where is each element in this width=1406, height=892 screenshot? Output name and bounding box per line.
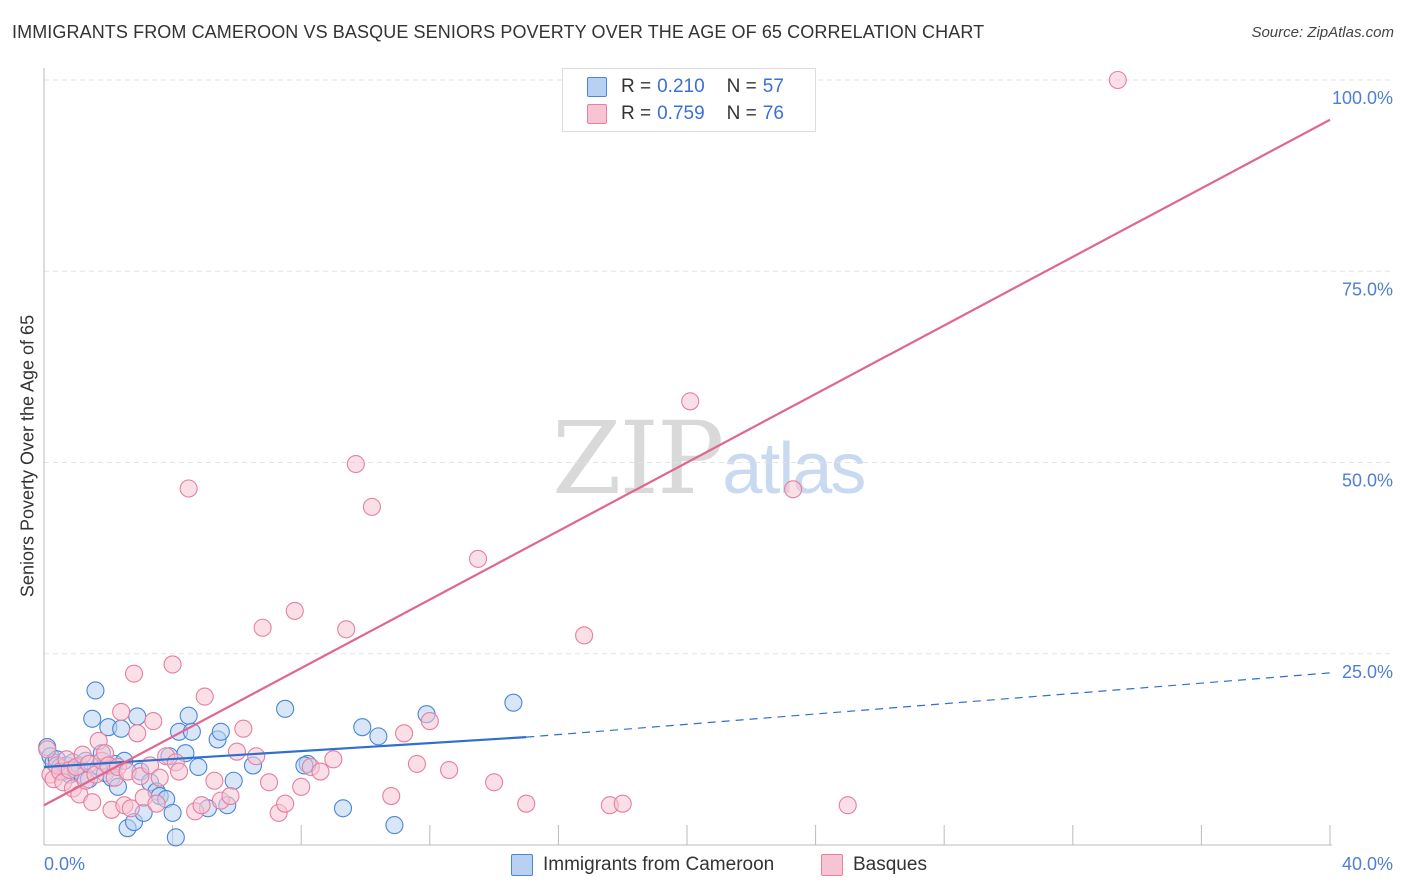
point-basques-54: [292, 777, 311, 796]
point-basques-65: [440, 760, 459, 780]
bottom-legend-label-cameroon: Immigrants from Cameroon: [543, 854, 775, 875]
point-basques-74: [838, 796, 857, 815]
legend-swatch-basques: [587, 104, 607, 124]
point-cameroon-35: [163, 803, 182, 822]
point-basques-53: [285, 601, 304, 620]
point-basques-33: [147, 794, 166, 813]
bottom-legend-basques: Basques: [821, 852, 927, 878]
points-layer: [38, 70, 1127, 847]
point-basques-69: [575, 626, 594, 645]
point-basques-56: [311, 762, 330, 781]
tick-label-layer: 25.0% 50.0% 75.0% 100.0% 0.0% 40.0%: [44, 88, 1393, 874]
legend: R = 0.210 N = 57 R = 0.759 N = 76: [562, 68, 816, 132]
point-cameroon-41: [189, 757, 208, 777]
legend-r-label: R =: [621, 76, 652, 97]
point-cameroon-27: [128, 707, 147, 726]
point-cameroon-52: [353, 718, 372, 737]
point-basques-42: [195, 687, 214, 706]
point-basques-34: [150, 768, 169, 787]
point-basques-38: [169, 762, 189, 781]
point-basques-68: [517, 794, 536, 813]
point-basques-28: [128, 724, 147, 743]
point-cameroon-48: [276, 699, 295, 718]
point-basques-75: [1108, 70, 1127, 90]
chart-title: IMMIGRANTS FROM CAMEROON VS BASQUE SENIO…: [12, 22, 985, 42]
point-basques-62: [395, 724, 414, 743]
point-basques-45: [221, 786, 240, 806]
point-basques-67: [485, 773, 504, 792]
source-label: Source: ZipAtlas.com: [1251, 24, 1394, 41]
point-basques-43: [205, 771, 224, 790]
x-tick-label-max: 40.0%: [1342, 854, 1393, 874]
point-basques-41: [192, 796, 211, 815]
point-basques-46: [227, 742, 246, 761]
point-basques-58: [337, 620, 356, 639]
legend-row-basques: R = 0.759 N = 76: [587, 101, 784, 127]
point-basques-72: [681, 392, 700, 411]
point-basques-50: [259, 773, 279, 792]
y-tick-label-50: 50.0%: [1342, 471, 1393, 491]
point-cameroon-36: [166, 828, 185, 847]
y-tick-label-75: 75.0%: [1342, 279, 1393, 299]
point-basques-36: [163, 655, 182, 674]
trendline-basques: [43, 118, 1331, 807]
bottom-legend-swatch-cameroon: [511, 854, 533, 876]
point-basques-32: [144, 712, 163, 731]
point-basques-60: [362, 497, 381, 516]
point-basques-39: [179, 479, 198, 498]
point-basques-57: [324, 750, 343, 769]
point-basques-64: [420, 712, 439, 731]
y-tick-label-100: 100.0%: [1332, 88, 1393, 108]
point-cameroon-56: [504, 693, 523, 712]
legend-row-cameroon: R = 0.210 N = 57: [587, 74, 784, 100]
point-basques-59: [346, 454, 365, 474]
axis-layer: [43, 68, 1332, 846]
legend-r-value: 0.210: [657, 76, 705, 97]
point-cameroon-15: [86, 681, 105, 700]
point-cameroon-51: [333, 799, 353, 818]
y-tick-label-25: 25.0%: [1342, 662, 1393, 682]
point-basques-48: [247, 747, 266, 766]
point-basques-26: [121, 799, 140, 818]
legend-n-label: N =: [726, 76, 757, 97]
legend-n-value: 76: [762, 103, 784, 124]
point-cameroon-54: [385, 816, 404, 835]
point-basques-66: [468, 549, 488, 568]
point-cameroon-53: [369, 727, 388, 746]
legend-swatch-cameroon: [587, 77, 607, 97]
legend-r-label: R =: [621, 103, 652, 124]
bottom-legend-cameroon: Immigrants from Cameroon: [511, 852, 774, 878]
point-basques-0: [38, 740, 57, 759]
point-basques-49: [253, 618, 272, 637]
legend-n-label: N =: [726, 103, 757, 124]
point-basques-27: [124, 664, 144, 683]
trend-layer: [43, 118, 1331, 807]
point-basques-47: [234, 719, 253, 738]
x-tick-label-min: 0.0%: [44, 854, 85, 874]
point-basques-52: [276, 794, 295, 813]
point-cameroon-44: [211, 722, 230, 741]
point-cameroon-14: [83, 709, 102, 728]
bottom-legend-label-basques: Basques: [853, 854, 927, 875]
point-basques-23: [112, 702, 131, 721]
point-basques-71: [613, 794, 632, 813]
bottom-legend-swatch-basques: [821, 854, 843, 876]
point-cameroon-46: [224, 771, 243, 790]
legend-n-value: 57: [762, 76, 784, 97]
grid-layer: [44, 79, 1392, 655]
point-basques-63: [407, 754, 426, 773]
point-cameroon-23: [112, 719, 131, 738]
point-basques-73: [784, 480, 803, 499]
point-basques-14: [83, 793, 102, 812]
trendline-cameroon-extension: [526, 672, 1331, 738]
point-cameroon-39: [179, 706, 198, 725]
point-basques-61: [382, 786, 401, 806]
watermark: ZIPatlas: [552, 400, 866, 517]
legend-r-value: 0.759: [657, 103, 705, 124]
